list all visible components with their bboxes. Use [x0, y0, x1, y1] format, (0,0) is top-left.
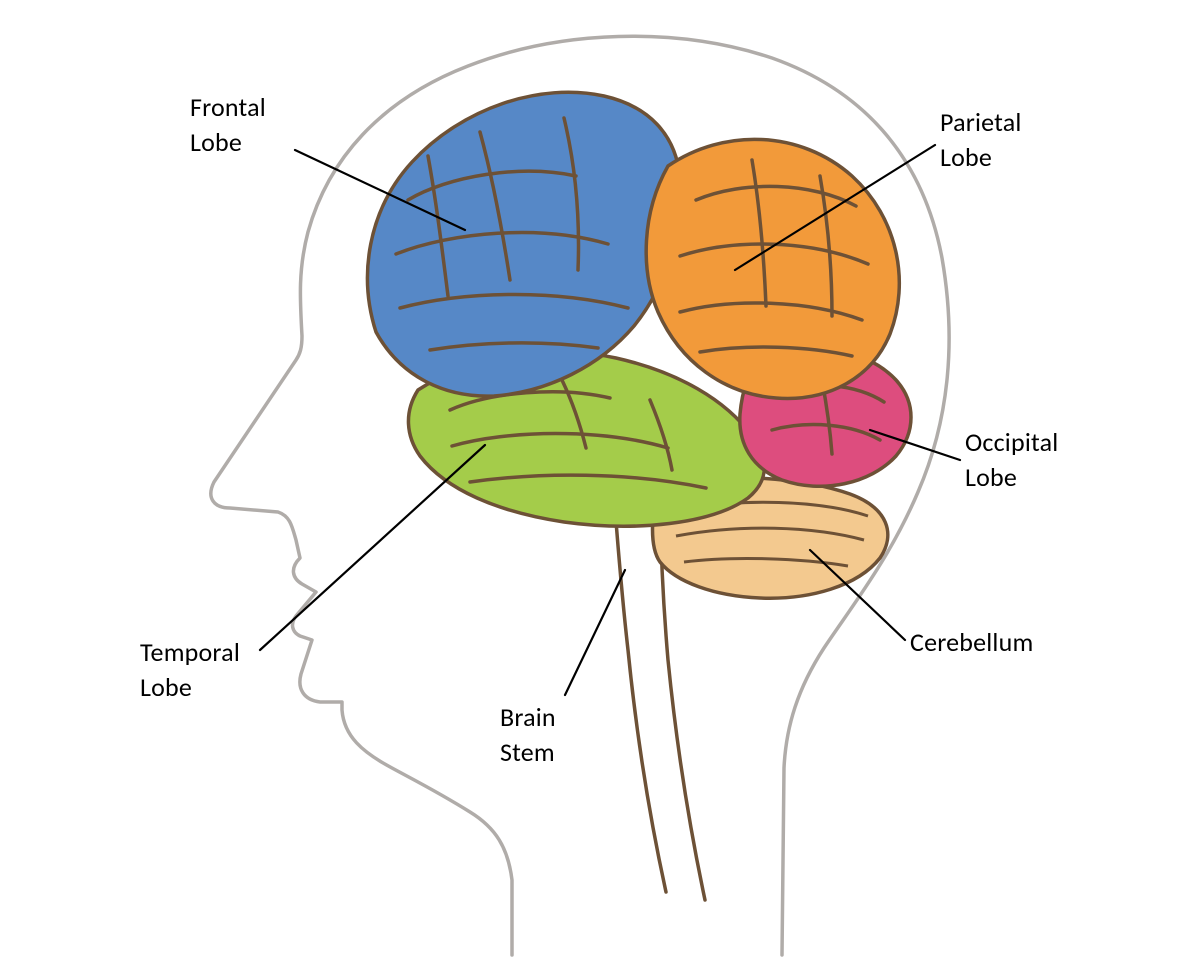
label-parietal: Parietal Lobe [940, 105, 1022, 175]
parietal-lobe-shape [646, 139, 899, 398]
label-parietal-line2: Lobe [940, 141, 992, 173]
label-brainstem: Brain Stem [500, 700, 556, 770]
frontal-lobe-shape [368, 92, 681, 396]
label-occipital-line1: Occipital [965, 426, 1058, 458]
label-cerebellum-line1: Cerebellum [910, 626, 1033, 658]
label-brainstem-line1: Brain [500, 701, 556, 733]
label-frontal-line1: Frontal [190, 91, 266, 123]
label-temporal: Temporal Lobe [140, 635, 240, 705]
label-occipital-line2: Lobe [965, 461, 1017, 493]
label-cerebellum: Cerebellum [910, 625, 1033, 660]
label-temporal-line2: Lobe [140, 671, 192, 703]
label-frontal-line2: Lobe [190, 126, 242, 158]
label-parietal-line1: Parietal [940, 106, 1022, 138]
label-occipital: Occipital Lobe [965, 425, 1058, 495]
label-brainstem-line2: Stem [500, 736, 555, 768]
leader-brainstem [565, 570, 625, 695]
label-temporal-line1: Temporal [140, 636, 240, 668]
label-frontal: Frontal Lobe [190, 90, 266, 160]
leader-temporal [260, 445, 485, 650]
frontal-lobe-group [368, 92, 681, 396]
parietal-lobe-group [646, 139, 899, 398]
brain-diagram-stage: Frontal Lobe Parietal Lobe Occipital Lob… [0, 0, 1200, 960]
